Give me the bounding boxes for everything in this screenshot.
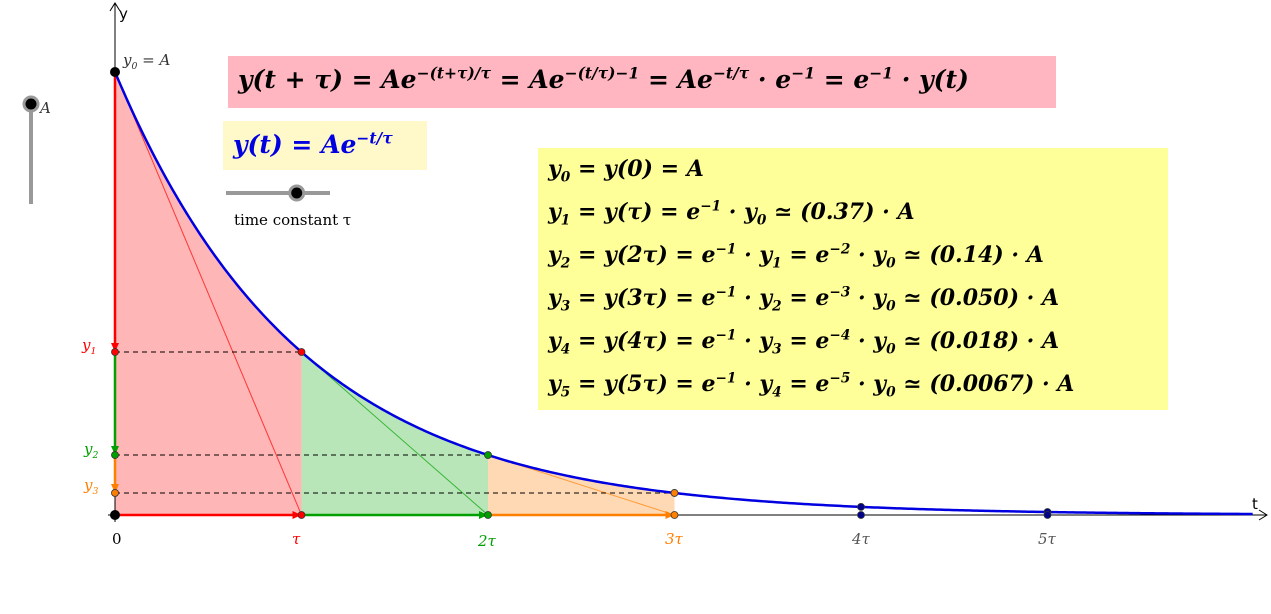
tau-slider-handle[interactable]	[288, 184, 306, 202]
y1-label: y1	[82, 336, 97, 357]
definition-box: y(t) = Ae−t/τ	[223, 121, 427, 170]
x-tick-5tau: 5τ	[1038, 530, 1056, 548]
tau-slider-label: time constant τ	[234, 211, 352, 229]
axis-point-3	[670, 511, 679, 519]
y-axis-point-3	[111, 489, 119, 497]
x-tick-tau: τ	[292, 530, 301, 548]
y2-label: y2	[84, 440, 99, 461]
shift-identity-equation: y(t + τ) = Ae−(t+τ)/τ = Ae−(t/τ)−1 = Ae−…	[238, 63, 969, 94]
x-axis-name: t	[1252, 495, 1258, 513]
point-y0	[110, 67, 120, 77]
value-row-y2: y2 = y(2τ) = e−1 · y1 = e−2 · y0 ≃ (0.14…	[548, 241, 1044, 272]
tangent-line-1	[301, 351, 489, 516]
point-origin	[110, 510, 120, 520]
curve-point-3	[670, 489, 679, 497]
y0-equals-a-label: y0 = A	[123, 51, 171, 72]
curve-point-4	[857, 502, 865, 511]
value-row-y5: y5 = y(5τ) = e−1 · y4 = e−5 · y0 ≃ (0.00…	[548, 370, 1075, 401]
value-row-y1: y1 = y(τ) = e−1 · y0 ≃ (0.37) · A	[548, 198, 915, 229]
value-row-y0: y0 = y(0) = A	[548, 156, 704, 186]
value-row-y4: y4 = y(4τ) = e−1 · y3 = e−4 · y0 ≃ (0.01…	[548, 327, 1060, 358]
decay-curve	[113, 71, 1253, 516]
y3-label: y3	[84, 476, 99, 497]
shift-identity-box: y(t + τ) = Ae−(t+τ)/τ = Ae−(t/τ)−1 = Ae−…	[228, 56, 1056, 108]
y-axis-arrow	[109, 2, 121, 12]
x-tick-2tau: 2τ	[478, 532, 496, 550]
value-row-y3: y3 = y(3τ) = e−1 · y2 = e−3 · y0 ≃ (0.05…	[548, 284, 1060, 315]
curve-point-2	[484, 451, 492, 459]
x-tick-0: 0	[112, 530, 122, 548]
definition-equation: y(t) = Ae−t/τ	[233, 128, 393, 159]
a-slider-label: A	[40, 99, 51, 117]
y-axis-name: y	[119, 5, 128, 23]
values-box: y0 = y(0) = A y1 = y(τ) = e−1 · y0 ≃ (0.…	[538, 148, 1168, 410]
y-axis-point-1	[111, 348, 119, 356]
x-tick-4tau: 4τ	[852, 530, 870, 548]
y-axis-point-2	[111, 451, 119, 459]
curve-point-1	[297, 348, 306, 356]
axis-point-5	[1043, 511, 1052, 519]
axis-point-4	[857, 511, 865, 519]
tangent-line-0	[114, 71, 302, 516]
a-slider-handle[interactable]	[22, 95, 40, 113]
axis-point-1	[297, 511, 306, 519]
x-tick-3tau: 3τ	[665, 530, 683, 548]
x-axis-arrow	[1258, 509, 1268, 521]
axis-point-2	[484, 511, 492, 519]
